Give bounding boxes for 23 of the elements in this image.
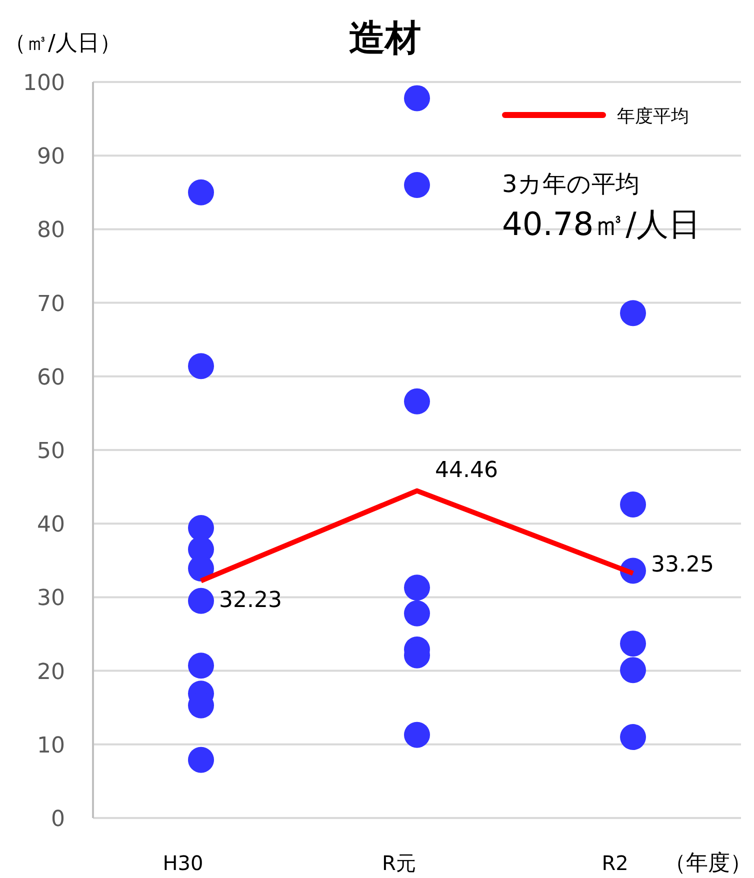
y-tick-label: 60 bbox=[37, 365, 65, 390]
data-label: 44.46 bbox=[435, 458, 498, 483]
y-tick-label: 70 bbox=[37, 292, 65, 317]
x-axis-title: （年度） bbox=[664, 851, 752, 876]
data-label: 33.25 bbox=[651, 552, 714, 578]
text: 年度平均 bbox=[617, 106, 689, 127]
y-tick-label: 80 bbox=[37, 218, 65, 244]
y-tick-label: 20 bbox=[37, 660, 65, 685]
y-tick-label: 50 bbox=[37, 439, 65, 464]
y-axis-title: （㎥/人日） bbox=[4, 31, 122, 56]
annotation: 3カ年の平均 bbox=[502, 170, 640, 198]
y-tick-label: 40 bbox=[37, 512, 65, 538]
y-tick-label: 100 bbox=[23, 71, 65, 96]
x-tick-label: R2 bbox=[602, 851, 628, 875]
y-tick-label: 0 bbox=[51, 807, 65, 832]
y-tick-label: 30 bbox=[37, 586, 65, 612]
data-label: 32.23 bbox=[219, 588, 282, 613]
y-tick-label: 10 bbox=[37, 733, 65, 758]
annotation: 40.78㎥/人日 bbox=[502, 205, 700, 243]
x-tick-label: H30 bbox=[162, 851, 204, 875]
y-tick-label: 90 bbox=[37, 144, 65, 170]
x-tick-label: R元 bbox=[382, 851, 416, 875]
chart-title: 造材 bbox=[349, 18, 421, 59]
